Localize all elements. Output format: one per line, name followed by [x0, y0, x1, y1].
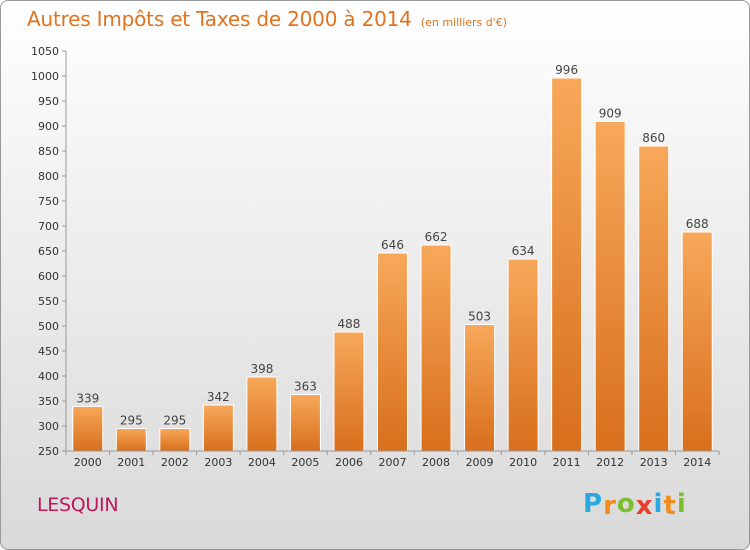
- y-tick-label-750: 750: [38, 195, 59, 208]
- data-label-2005: 363: [294, 380, 317, 394]
- chart-title: Autres Impôts et Taxes de 2000 à 2014: [27, 7, 412, 31]
- y-tick-label-700: 700: [38, 220, 59, 233]
- data-label-2010: 634: [512, 244, 535, 258]
- x-tick-label-2004: 2004: [248, 456, 276, 469]
- data-label-2004: 398: [250, 362, 273, 376]
- logo-letter: r: [603, 491, 617, 521]
- x-tick-label-2011: 2011: [553, 456, 581, 469]
- y-tick-label-350: 350: [38, 395, 59, 408]
- chart-unit: (en milliers d'€): [420, 16, 508, 29]
- x-tick-label-2007: 2007: [379, 456, 407, 469]
- logo-letter: t: [663, 491, 677, 521]
- x-tick-label-2005: 2005: [291, 456, 319, 469]
- y-tick-label-500: 500: [38, 320, 59, 333]
- data-label-2002: 295: [163, 414, 186, 428]
- data-label-2012: 909: [599, 107, 622, 121]
- bar-2006: [333, 331, 365, 452]
- bar-2004: [246, 376, 278, 452]
- bar-2007: [377, 252, 408, 452]
- logo-letter: o: [616, 489, 636, 519]
- y-tick-label-600: 600: [38, 270, 59, 283]
- x-tick-label-2010: 2010: [509, 456, 537, 469]
- x-tick-label-2002: 2002: [161, 456, 189, 469]
- bar-2008: [420, 244, 452, 452]
- data-label-2011: 996: [555, 63, 578, 77]
- y-tick-label-1050: 1050: [31, 45, 59, 58]
- bar-2005: [289, 394, 321, 452]
- data-label-2009: 503: [468, 310, 491, 324]
- y-tick-label-900: 900: [38, 120, 59, 133]
- commune-name: LESQUIN: [37, 494, 119, 516]
- data-label-2007: 646: [381, 238, 404, 252]
- logo-letter: P: [583, 489, 604, 519]
- x-tick-label-2000: 2000: [74, 456, 102, 469]
- y-tick-label-650: 650: [38, 245, 59, 258]
- bar-2002: [159, 428, 191, 452]
- y-tick-label-450: 450: [38, 345, 59, 358]
- bar-2014: [681, 231, 713, 452]
- data-label-2006: 488: [338, 317, 361, 331]
- data-label-2000: 339: [76, 392, 99, 406]
- bar-2010: [507, 258, 539, 452]
- chart-title-row: Autres Impôts et Taxes de 2000 à 2014 (e…: [27, 7, 507, 31]
- y-tick-label-800: 800: [38, 170, 59, 183]
- bar-2003: [202, 404, 234, 452]
- y-tick-label-400: 400: [38, 370, 59, 383]
- data-label-2008: 662: [425, 230, 448, 244]
- x-tick-label-2014: 2014: [683, 456, 711, 469]
- data-label-2001: 295: [120, 414, 143, 428]
- bar-2001: [115, 428, 147, 452]
- x-tick-label-2003: 2003: [204, 456, 232, 469]
- y-tick-label-950: 950: [38, 95, 59, 108]
- y-tick-label-550: 550: [38, 295, 59, 308]
- x-tick-label-2012: 2012: [596, 456, 624, 469]
- y-tick-label-1000: 1000: [31, 70, 59, 83]
- data-label-2013: 860: [642, 131, 665, 145]
- x-tick-label-2013: 2013: [640, 456, 668, 469]
- bar-2009: [464, 324, 496, 452]
- x-tick-label-2006: 2006: [335, 456, 363, 469]
- data-label-2003: 342: [207, 390, 230, 404]
- y-tick-label-300: 300: [38, 420, 59, 433]
- logo-letter: i: [676, 489, 687, 519]
- logo-letter: x: [635, 491, 654, 521]
- x-tick-label-2009: 2009: [466, 456, 494, 469]
- bar-2011: [551, 77, 583, 452]
- logo-letter: i: [653, 489, 664, 519]
- y-tick-label-850: 850: [38, 145, 59, 158]
- bar-2013: [638, 145, 670, 452]
- x-tick-label-2008: 2008: [422, 456, 450, 469]
- bar-2000: [72, 406, 104, 452]
- proxiti-logo: Proxiti: [583, 489, 687, 521]
- x-tick-label-2001: 2001: [117, 456, 145, 469]
- y-tick-label-250: 250: [38, 445, 59, 458]
- data-label-2014: 688: [686, 217, 709, 231]
- bar-2012: [594, 121, 626, 452]
